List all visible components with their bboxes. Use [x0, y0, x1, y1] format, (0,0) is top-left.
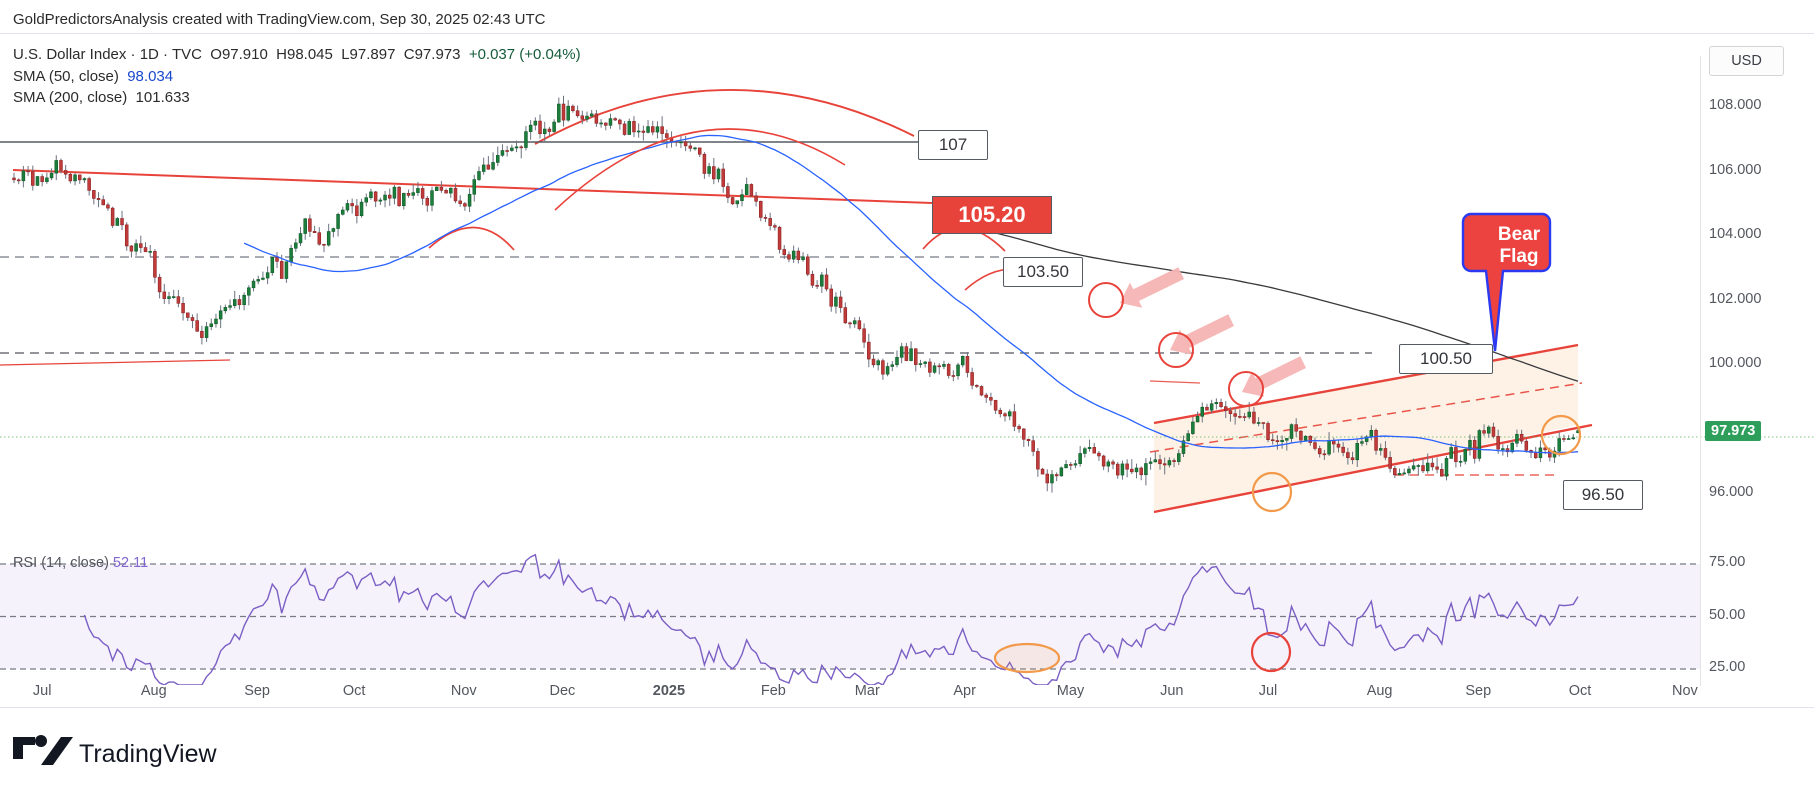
svg-text:TradingView: TradingView	[79, 740, 218, 768]
